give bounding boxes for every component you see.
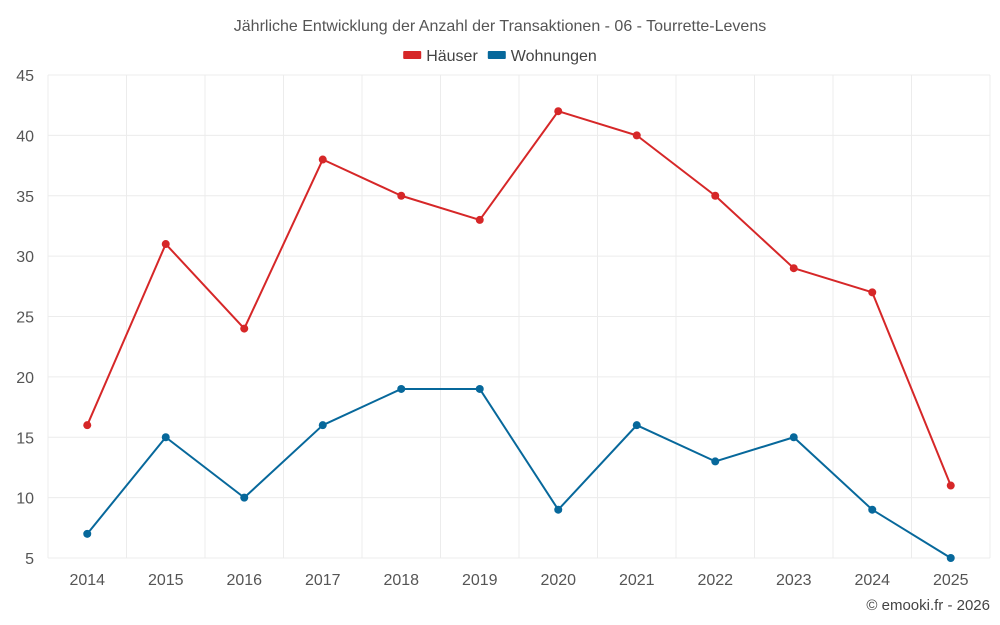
y-tick-label: 20 [16, 370, 34, 387]
x-tick-label: 2019 [462, 572, 498, 589]
data-point-wohnungen[interactable] [554, 505, 563, 514]
data-point-wohnungen[interactable] [83, 529, 92, 538]
data-point-h-user[interactable] [789, 264, 798, 273]
legend-item-wohnungen[interactable]: Wohnungen [487, 48, 597, 65]
data-point-h-user[interactable] [240, 324, 249, 333]
data-point-wohnungen[interactable] [868, 505, 877, 514]
legend-item-h-user[interactable]: Häuser [403, 48, 478, 65]
chart-title: Jährliche Entwicklung der Anzahl der Tra… [234, 18, 766, 35]
data-point-h-user[interactable] [946, 481, 955, 490]
data-point-h-user[interactable] [397, 191, 406, 200]
x-tick-label: 2020 [540, 572, 576, 589]
data-point-wohnungen[interactable] [632, 421, 641, 430]
x-tick-label: 2018 [383, 572, 419, 589]
data-point-wohnungen[interactable] [397, 384, 406, 393]
legend-label: Wohnungen [511, 48, 597, 65]
data-point-wohnungen[interactable] [711, 457, 720, 466]
data-point-wohnungen[interactable] [318, 421, 327, 430]
y-tick-label: 10 [16, 491, 34, 508]
data-point-h-user[interactable] [554, 107, 563, 116]
data-point-h-user[interactable] [711, 191, 720, 200]
x-tick-label: 2021 [619, 572, 655, 589]
legend-label: Häuser [426, 48, 478, 65]
series-wohnungen [83, 384, 955, 562]
series-h-user [83, 107, 955, 490]
data-point-h-user[interactable] [868, 288, 877, 297]
legend-swatch [487, 51, 506, 59]
y-axis: 5 10 15 20 25 30 35 40 45 [16, 68, 34, 568]
chart-legend[interactable]: Häuser Wohnungen [403, 48, 597, 65]
data-point-h-user[interactable] [475, 215, 484, 224]
data-point-h-user[interactable] [83, 421, 92, 430]
y-tick-label: 15 [16, 430, 34, 447]
x-tick-label: 2025 [933, 572, 969, 589]
x-tick-label: 2024 [854, 572, 890, 589]
y-tick-label: 45 [16, 68, 34, 85]
data-point-h-user[interactable] [161, 240, 170, 249]
series-line-h-user [86, 110, 952, 486]
y-tick-label: 35 [16, 189, 34, 206]
legend-swatch [403, 51, 422, 59]
data-point-h-user[interactable] [632, 131, 641, 140]
x-tick-label: 2023 [776, 572, 812, 589]
data-point-wohnungen[interactable] [240, 493, 249, 502]
y-tick-label: 30 [16, 249, 34, 266]
data-point-h-user[interactable] [318, 155, 327, 164]
x-tick-label: 2017 [305, 572, 341, 589]
y-tick-label: 25 [16, 310, 34, 327]
series-layer [83, 107, 955, 562]
data-point-wohnungen[interactable] [475, 384, 484, 393]
x-tick-label: 2016 [226, 572, 262, 589]
x-tick-label: 2022 [697, 572, 733, 589]
data-point-wohnungen[interactable] [161, 433, 170, 442]
copyright-credit: © emooki.fr - 2026 [866, 597, 990, 614]
chart-gridlines [47, 74, 991, 559]
data-point-wohnungen[interactable] [946, 554, 955, 562]
x-tick-label: 2014 [69, 572, 105, 589]
y-tick-label: 5 [25, 551, 34, 568]
y-tick-label: 40 [16, 128, 34, 145]
series-line-wohnungen [86, 387, 952, 559]
x-tick-label: 2015 [148, 572, 184, 589]
data-point-wohnungen[interactable] [789, 433, 798, 442]
x-axis: 2014 2015 2016 2017 2018 2019 2020 2021 2022 2023… [69, 572, 968, 589]
